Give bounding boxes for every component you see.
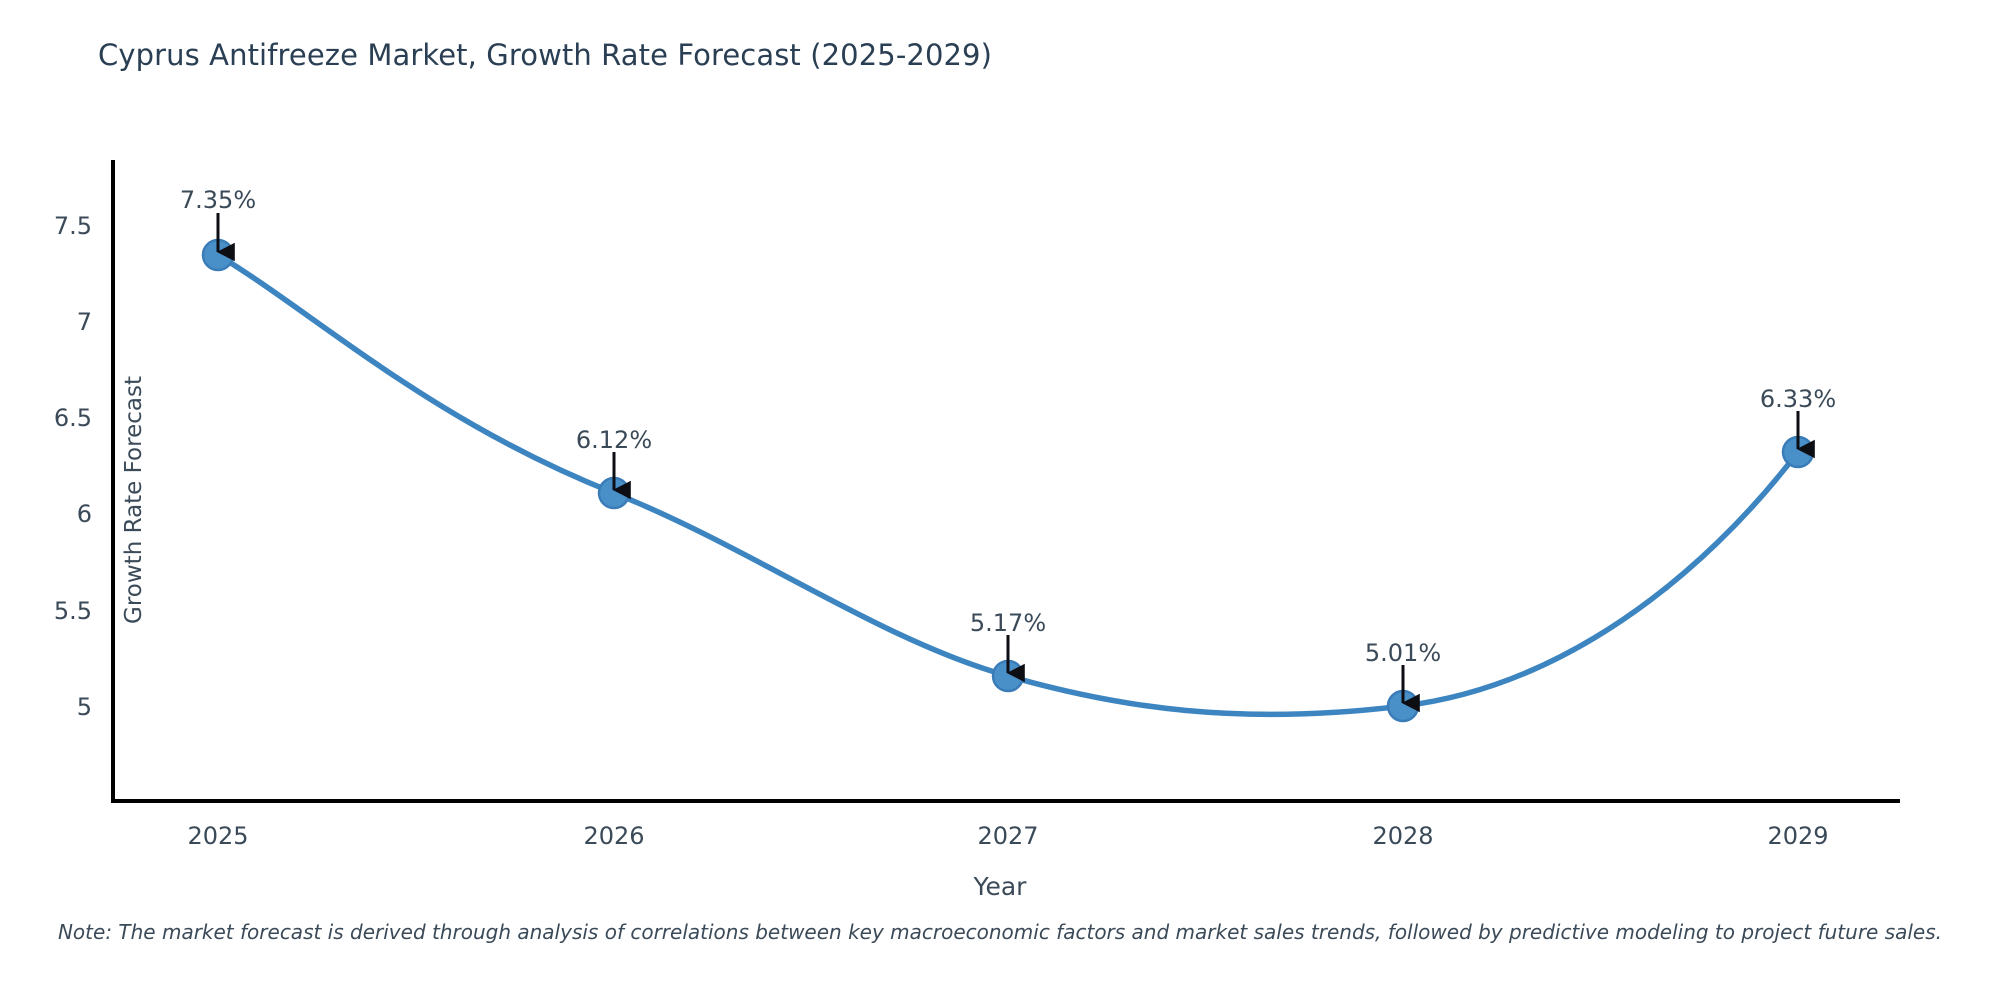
data-label-2026: 6.12% xyxy=(575,426,653,454)
y-tick-label-5.5: 5.5 xyxy=(53,597,92,625)
y-tick-label-5: 5 xyxy=(76,693,92,721)
data-label-2029: 6.33% xyxy=(1759,385,1837,413)
x-tick-label-2025: 2025 xyxy=(187,822,249,850)
y-tick-label-6.5: 6.5 xyxy=(53,404,92,432)
chart-footnote: Note: The market forecast is derived thr… xyxy=(57,920,1943,944)
data-label-2028: 5.01% xyxy=(1364,639,1442,667)
y-tick-label-7.5: 7.5 xyxy=(53,212,92,240)
data-label-2025: 7.35% xyxy=(179,186,257,214)
x-tick-label-2026: 2026 xyxy=(583,822,645,850)
x-tick-label-2027: 2027 xyxy=(977,822,1039,850)
x-tick-label-2028: 2028 xyxy=(1372,822,1434,850)
y-tick-label-6: 6 xyxy=(76,500,92,528)
x-tick-label-2029: 2029 xyxy=(1767,822,1829,850)
data-label-2027: 5.17% xyxy=(969,609,1047,637)
y-tick-label-7: 7 xyxy=(76,308,92,336)
chart-title: Cyprus Antifreeze Market, Growth Rate Fo… xyxy=(98,38,993,72)
x-axis-title: Year xyxy=(973,872,1027,901)
